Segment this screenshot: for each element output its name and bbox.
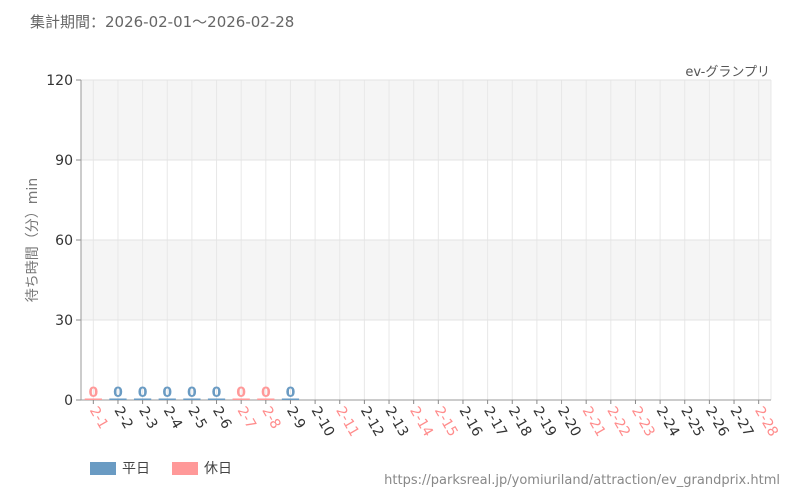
value-label-2-1: 0 [88,385,98,401]
y-tick-label: 120 [46,73,73,89]
value-label-2-8: 0 [261,385,271,401]
value-label-2-5: 0 [187,385,197,401]
x-tick-label-2-17: 2-17 [480,404,510,440]
bar-2-7 [232,398,250,400]
grid-band [81,80,771,160]
x-tick-label-2-26: 2-26 [702,404,732,440]
legend: 平日 休日 [90,458,254,478]
x-tick-label-2-12: 2-12 [357,404,387,440]
bar-2-3 [133,398,152,400]
value-label-2-7: 0 [236,385,246,401]
y-axis-label: 待ち時間（分）min [25,178,41,302]
x-tick-label-2-8: 2-8 [258,404,283,432]
x-tick-label-2-11: 2-11 [332,404,362,440]
value-label-2-2: 0 [113,385,123,401]
y-tick-label: 90 [55,153,73,169]
x-tick-label-2-10: 2-10 [308,404,338,440]
legend-label-holiday: 休日 [204,461,232,477]
bar-2-2 [109,398,127,400]
x-tick-label-2-27: 2-27 [727,404,757,440]
y-tick-label: 0 [64,393,73,409]
x-tick-label-2-9: 2-9 [283,404,308,432]
x-tick-label-2-19: 2-19 [529,404,559,440]
x-tick-label-2-4: 2-4 [160,404,185,432]
bar-2-6 [207,398,226,400]
x-tick-label-2-22: 2-22 [603,404,633,440]
x-tick-label-2-24: 2-24 [653,404,683,440]
x-tick-label-2-1: 2-1 [86,404,111,432]
x-tick-label-2-6: 2-6 [209,404,234,432]
attraction-name: ev-グランプリ [685,65,770,80]
y-tick-label: 60 [55,233,73,249]
x-tick-label-2-28: 2-28 [751,404,781,440]
legend-item-holiday[interactable]: 休日 [172,458,232,478]
legend-item-weekday[interactable]: 平日 [90,458,150,478]
x-tick-label-2-5: 2-5 [184,404,209,432]
bar-2-5 [183,398,201,400]
x-tick-label-2-18: 2-18 [505,404,535,440]
value-label-2-6: 0 [212,385,222,401]
legend-swatch-weekday [90,461,116,475]
bar-2-9 [281,398,300,400]
value-label-2-9: 0 [286,385,296,401]
x-tick-label-2-7: 2-7 [234,404,259,432]
legend-swatch-holiday [172,461,198,475]
value-label-2-4: 0 [162,385,172,401]
x-tick-label-2-16: 2-16 [456,404,486,440]
x-tick-label-2-2: 2-2 [111,404,136,432]
y-tick-label: 30 [55,313,73,329]
x-tick-label-2-14: 2-14 [406,404,436,440]
value-label-2-3: 0 [138,385,148,401]
x-tick-label-2-3: 2-3 [135,404,160,432]
x-tick-label-2-25: 2-25 [677,404,707,440]
source-url[interactable]: https://parksreal.jp/yomiuriland/attract… [384,473,780,488]
x-tick-label-2-20: 2-20 [554,404,584,440]
x-tick-label-2-23: 2-23 [628,404,658,440]
x-tick-label-2-13: 2-13 [382,404,412,440]
x-tick-label-2-21: 2-21 [579,404,609,440]
bar-2-4 [158,398,176,400]
wait-time-chart: 0306090120待ち時間（分）min02-102-202-302-402-5… [25,73,781,440]
bar-2-1 [84,398,102,400]
period-label: 集計期間：2026-02-01〜2026-02-28 [30,13,295,31]
bar-2-8 [257,398,275,400]
grid-band [81,240,771,320]
legend-label-weekday: 平日 [122,461,150,477]
x-tick-label-2-15: 2-15 [431,404,461,440]
